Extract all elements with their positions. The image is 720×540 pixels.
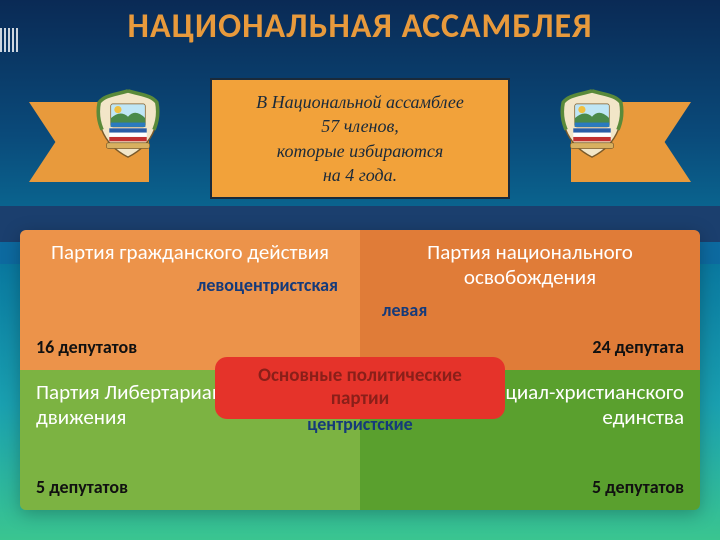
party-cell-tr: Партия национального освобождения левая …: [360, 230, 700, 370]
ribbon-line: которые избираются: [226, 139, 494, 163]
ribbon-line: В Национальной ассамблее: [226, 90, 494, 114]
ribbon: В Национальной ассамблее 57 членов, кото…: [145, 78, 575, 199]
party-orientation: левоцентристская: [36, 275, 344, 297]
party-orientation: левая: [376, 300, 684, 322]
party-deputies: 16 депутатов: [36, 336, 344, 358]
ribbon-box: В Национальной ассамблее 57 членов, кото…: [210, 78, 510, 199]
party-name: Партия гражданского действия: [36, 240, 344, 265]
coat-of-arms-right-icon: [556, 88, 628, 160]
ribbon-line: на 4 года.: [226, 163, 494, 187]
party-deputies: 24 депутата: [376, 336, 684, 358]
ribbon-line: 57 членов,: [226, 114, 494, 138]
party-deputies: 5 депутатов: [36, 476, 344, 498]
party-cell-tl: Партия гражданского действия левоцентрис…: [20, 230, 360, 370]
center-badge: Основные политические партии: [215, 357, 505, 419]
page-title: НАЦИОНАЛЬНАЯ АССАМБЛЕЯ: [0, 6, 720, 47]
party-name: Партия национального освобождения: [376, 240, 684, 290]
party-deputies: 5 депутатов: [376, 476, 684, 498]
coat-of-arms-left-icon: [92, 88, 164, 160]
